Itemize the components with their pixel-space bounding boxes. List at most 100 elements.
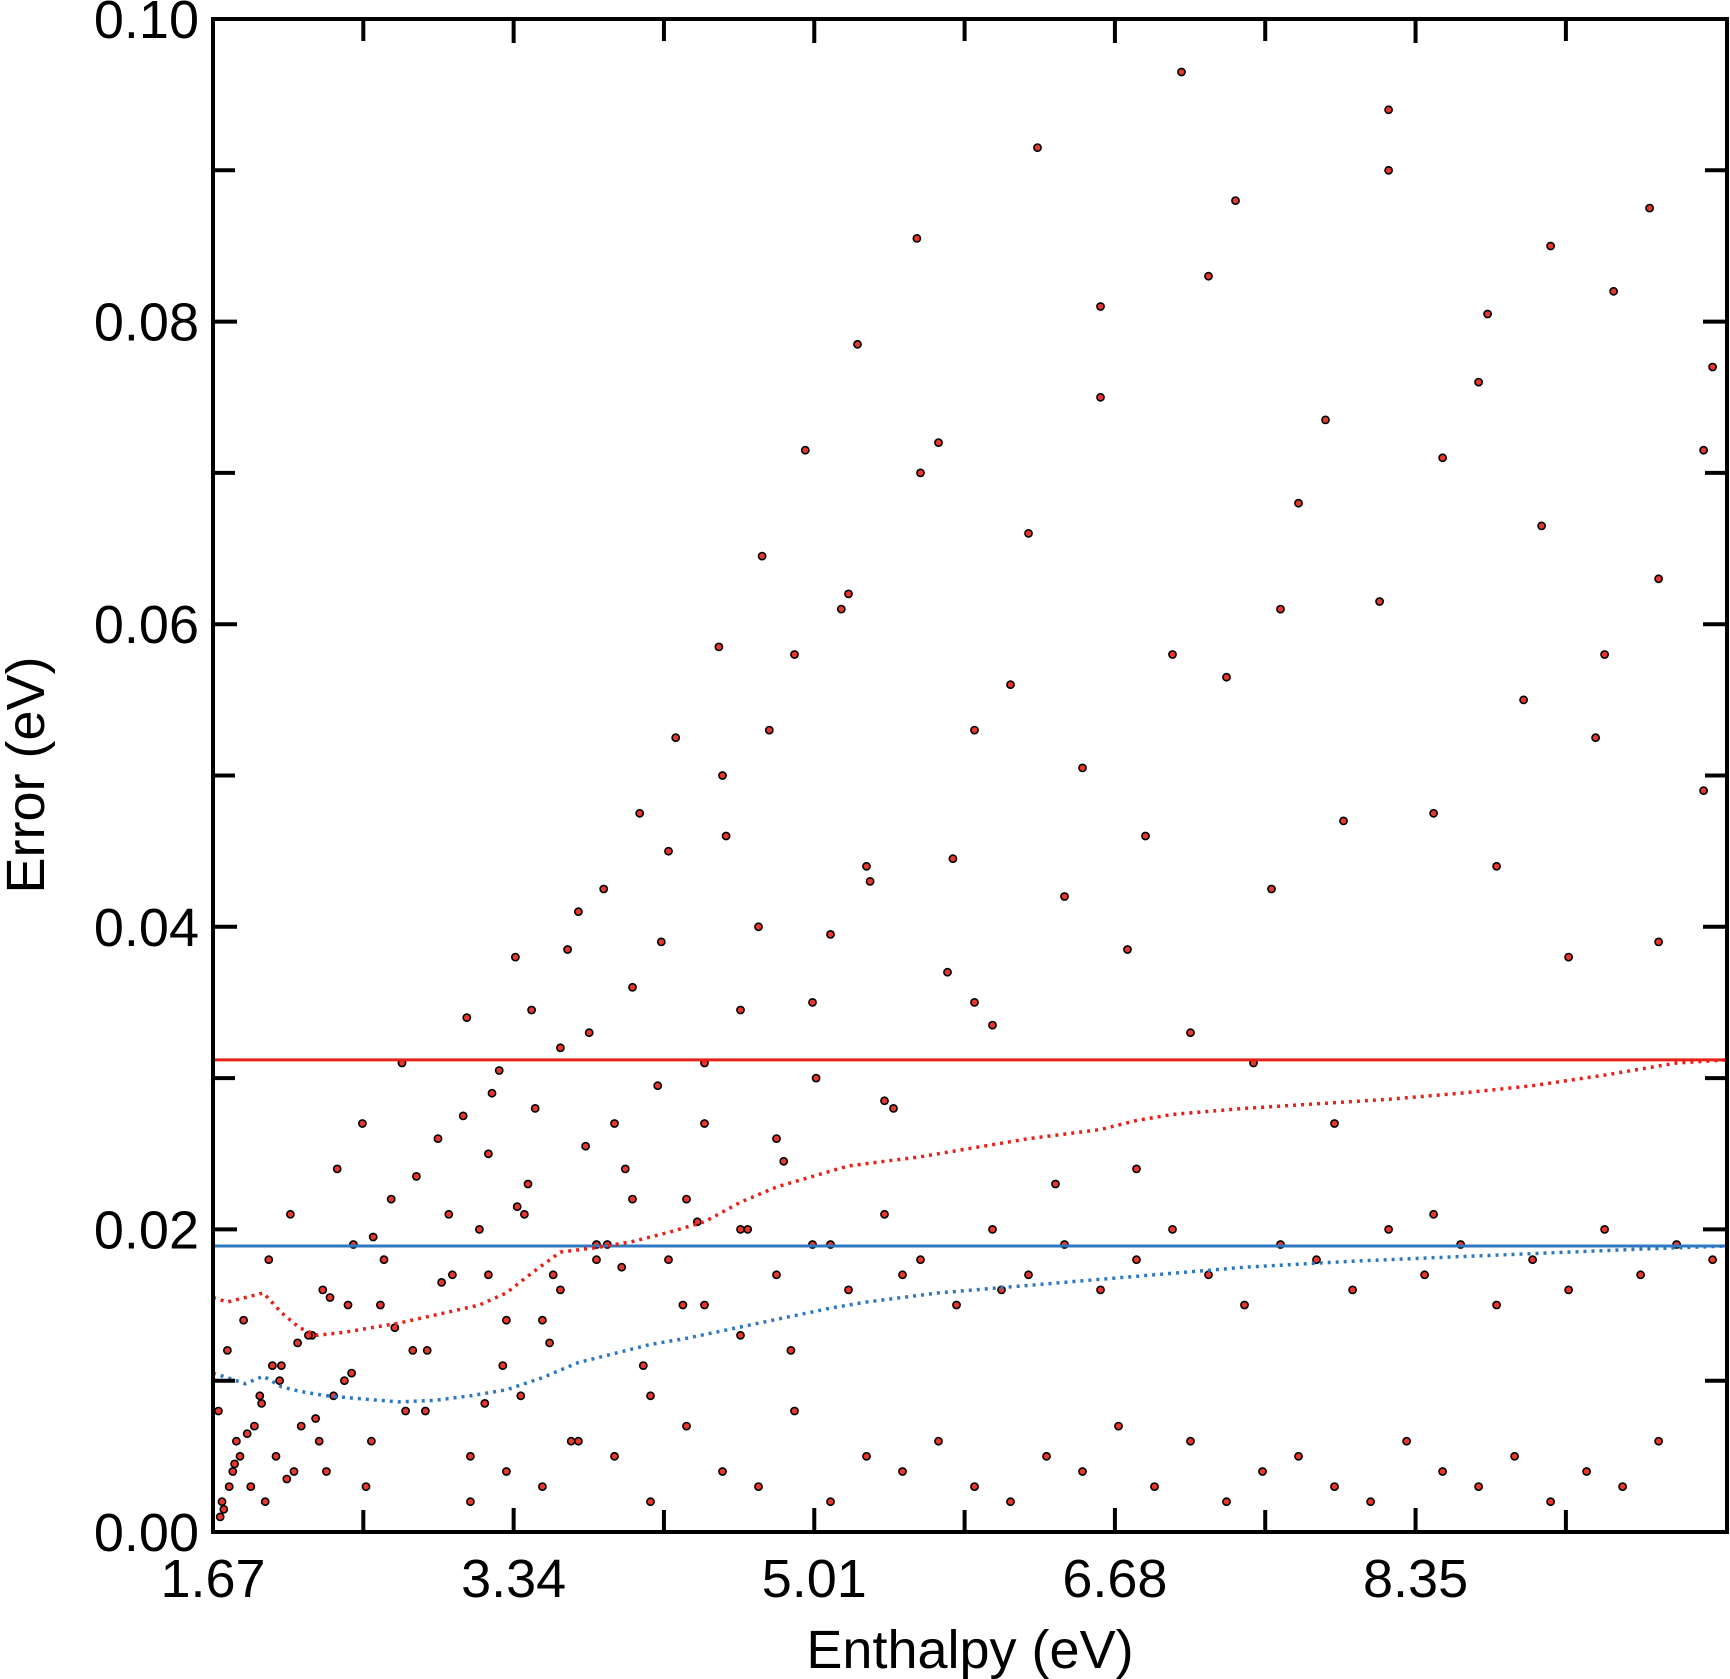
scatter-point <box>321 1467 331 1476</box>
scatter-point <box>314 1436 324 1446</box>
scatter-point <box>682 1421 691 1431</box>
scatter-point <box>1042 1451 1051 1461</box>
scatter-point <box>386 1194 396 1204</box>
scatter-point <box>617 1262 627 1272</box>
scatter-point <box>664 1255 673 1265</box>
scatter-point <box>736 1005 745 1015</box>
scatter-point <box>271 1451 281 1461</box>
scatter-point <box>700 1119 709 1128</box>
scatter-point <box>754 922 763 932</box>
x-tick-label: 5.01 <box>762 1549 867 1609</box>
scatter-point <box>339 1376 349 1386</box>
scatter-point <box>1312 1255 1321 1265</box>
y-tick-label: 0.10 <box>94 0 199 50</box>
scatter-point <box>1537 521 1546 531</box>
scatter-point <box>1582 1467 1591 1476</box>
scatter-point <box>1591 733 1600 743</box>
scatter-point <box>1708 1255 1717 1265</box>
scatter-point <box>260 1497 270 1507</box>
scatter-point <box>483 1270 493 1280</box>
scatter-point <box>498 1361 508 1370</box>
scatter-point <box>862 861 871 871</box>
scatter-point <box>444 1209 454 1219</box>
scatter-point <box>786 1346 796 1355</box>
scatter-point <box>1024 529 1033 538</box>
scatter-point <box>1186 1436 1195 1446</box>
scatter-point <box>1132 1255 1141 1265</box>
plot-area <box>212 67 1728 1522</box>
scatter-point <box>1492 861 1501 871</box>
scatter-point <box>754 1482 763 1491</box>
scatter-point <box>1429 1209 1438 1219</box>
scatter-point <box>581 1141 590 1151</box>
scatter-point <box>826 930 835 939</box>
scatter-point <box>620 1164 630 1174</box>
scatter-point <box>332 1164 342 1174</box>
scatter-point <box>465 1497 475 1507</box>
scatter-point <box>556 1043 565 1053</box>
scatter-point <box>1051 1179 1060 1189</box>
scatter-point <box>447 1270 457 1280</box>
scatter-point <box>1033 143 1042 152</box>
scatter-point <box>548 1270 558 1280</box>
scatter-point <box>1006 1497 1015 1507</box>
scatter-point <box>1618 1482 1627 1491</box>
scatter-point <box>538 1482 547 1491</box>
scatter-point <box>1654 574 1663 584</box>
scatter-point <box>635 808 645 818</box>
scatter-point <box>224 1482 234 1491</box>
scatter-point <box>1204 271 1213 281</box>
scatter-point <box>948 854 958 864</box>
scatter-point <box>844 1285 853 1295</box>
scatter-point <box>368 1232 378 1242</box>
scatter-point <box>736 1225 745 1234</box>
scatter-point <box>988 1225 997 1234</box>
scatter-point <box>293 1338 302 1348</box>
scatter-point <box>1258 1467 1267 1476</box>
scatter-point <box>1474 377 1483 387</box>
scatter-point <box>1609 286 1618 296</box>
x-axis-title: Enthalpy (eV) <box>806 1620 1133 1679</box>
scatter-point <box>1231 196 1240 205</box>
scatter-point <box>1384 105 1393 115</box>
scatter-point <box>1528 1255 1537 1265</box>
scatter-point <box>656 937 666 947</box>
scatter-point <box>545 1338 554 1348</box>
scatter-point <box>1600 1225 1609 1234</box>
scatter-point <box>610 1119 619 1128</box>
scatter-point <box>952 1300 961 1310</box>
scatter-point <box>844 589 853 599</box>
scatter-point <box>800 445 810 455</box>
scatter-point <box>215 1512 225 1522</box>
scatter-point <box>1564 1285 1573 1295</box>
scatter-point <box>1330 1119 1339 1128</box>
scatter-point <box>671 733 681 743</box>
scatter-point <box>1429 808 1438 818</box>
scatter-point <box>764 725 774 735</box>
scatter-point <box>772 1270 781 1280</box>
y-tick-label: 0.04 <box>94 898 199 958</box>
scatter-point <box>779 1156 789 1166</box>
scatter-point <box>1267 884 1276 894</box>
scatter-point <box>1564 952 1573 962</box>
scatter-point <box>530 1104 540 1113</box>
scatter-point <box>1708 362 1717 372</box>
scatter-point <box>1510 1451 1519 1461</box>
scatter-point <box>853 339 862 349</box>
scatter-point <box>1438 453 1447 463</box>
scatter-point <box>1699 445 1708 455</box>
scatter-point <box>511 952 520 962</box>
scatter-point <box>889 1104 898 1113</box>
tick-labels: 1.67 3.34 5.01 6.68 8.35 0.00 0.02 0.04 0.06 0.08… <box>94 0 1468 1609</box>
scatter-point <box>361 1482 371 1491</box>
scatter-point <box>325 1293 335 1302</box>
scatter-point <box>772 1134 781 1143</box>
scatter-point <box>538 1315 547 1325</box>
scatter-point <box>433 1134 443 1143</box>
scatter-point <box>1438 1467 1447 1476</box>
scatter-point <box>213 1406 223 1416</box>
scatter-point <box>566 1436 576 1446</box>
y-tick-label: 0.08 <box>94 293 199 353</box>
scatter-point <box>422 1346 432 1355</box>
scatter-point <box>970 1482 979 1491</box>
